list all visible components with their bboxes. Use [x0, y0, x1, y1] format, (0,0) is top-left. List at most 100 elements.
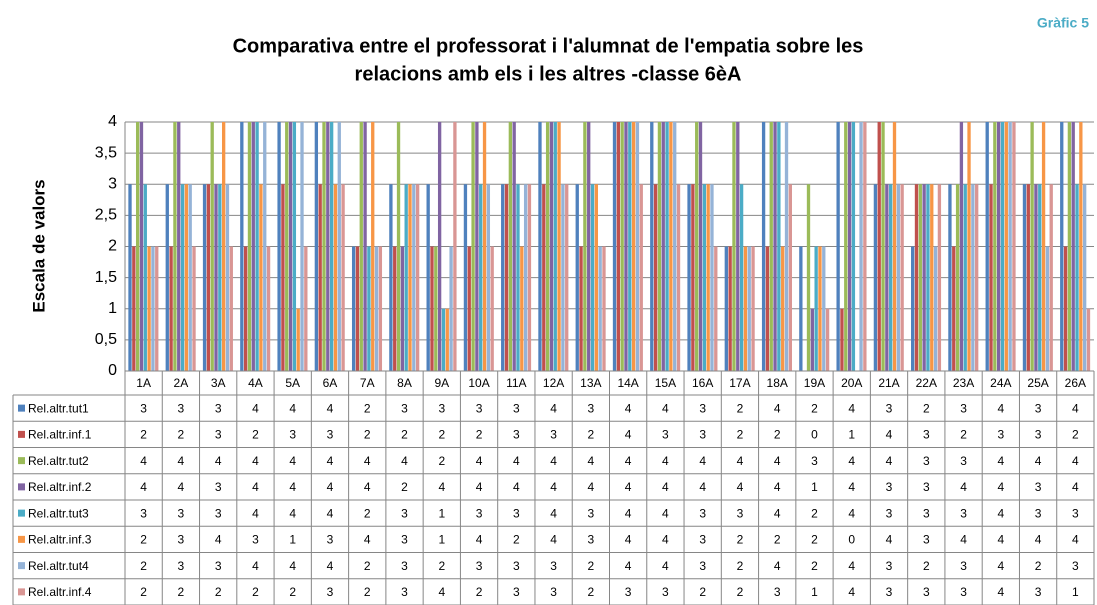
table-cell: 1: [438, 506, 445, 520]
bar: [695, 122, 699, 371]
bar: [557, 122, 561, 371]
bar: [475, 122, 479, 371]
table-cell: 3: [923, 585, 930, 599]
bar: [221, 122, 226, 371]
bar: [777, 122, 781, 371]
table-cell: 3: [438, 401, 445, 415]
table-cell: 4: [140, 480, 147, 494]
table-cell: 3: [588, 401, 595, 415]
bar: [859, 122, 863, 371]
bar: [565, 184, 569, 371]
table-cell: 4: [327, 401, 334, 415]
table-cell: 4: [997, 585, 1004, 599]
bar: [243, 246, 248, 371]
bar: [624, 122, 628, 371]
table-cell: 4: [997, 559, 1004, 573]
table-cell: 2: [401, 428, 408, 442]
table-cell: 4: [848, 480, 855, 494]
table-cell: 3: [178, 506, 185, 520]
table-cell: 3: [401, 559, 408, 573]
bar: [575, 184, 579, 371]
bar: [896, 184, 900, 371]
bar: [1012, 122, 1016, 371]
table-cell: 3: [178, 401, 185, 415]
table-cell: 2: [960, 428, 967, 442]
table-cell: 2: [289, 585, 296, 599]
bar: [1034, 184, 1038, 371]
table-cell: 4: [215, 533, 222, 547]
table-cell: 2: [774, 533, 781, 547]
table-cell: 4: [625, 506, 632, 520]
table-cell: 4: [215, 454, 222, 468]
table-cell: 4: [848, 559, 855, 573]
bar: [892, 122, 897, 371]
table-cell: 2: [140, 428, 147, 442]
bar: [620, 122, 624, 371]
bar: [1060, 122, 1064, 371]
bar: [1086, 308, 1091, 371]
table-cell: 3: [1035, 506, 1042, 520]
bar: [710, 184, 714, 371]
chart-title: relacions amb els i les altres -classe 6…: [355, 63, 742, 85]
bar: [851, 122, 856, 371]
table-cell: 4: [364, 480, 371, 494]
bar: [844, 122, 848, 371]
bar: [847, 122, 852, 371]
table-cell: 4: [886, 533, 893, 547]
x-tick-label: 16A: [692, 376, 713, 390]
bar: [885, 184, 889, 371]
bar: [799, 246, 803, 371]
legend-swatch: [18, 509, 25, 517]
table-cell: 2: [476, 428, 483, 442]
table-cell: 3: [327, 585, 334, 599]
table-cell: 2: [1072, 428, 1079, 442]
table-cell: 3: [960, 401, 967, 415]
table-cell: 4: [625, 533, 632, 547]
table-cell: 3: [811, 454, 818, 468]
table-cell: 3: [215, 506, 222, 520]
table-cell: 4: [588, 480, 595, 494]
bar: [840, 308, 844, 371]
table-cell: 3: [886, 585, 893, 599]
bar: [1075, 184, 1079, 371]
table-cell: 4: [476, 480, 483, 494]
table-cell: 3: [662, 428, 669, 442]
bar: [463, 184, 468, 371]
table-cell: 3: [550, 585, 557, 599]
bar: [449, 246, 453, 371]
table-cell: 3: [997, 428, 1004, 442]
bar: [318, 184, 322, 371]
bar: [527, 184, 532, 371]
bar: [139, 122, 144, 371]
table-cell: 4: [848, 506, 855, 520]
bar: [914, 184, 919, 371]
bar: [251, 122, 255, 371]
bar: [218, 184, 222, 371]
bar: [333, 184, 338, 371]
legend-swatch: [18, 562, 25, 570]
bar: [594, 184, 599, 371]
x-tick-label: 10A: [468, 376, 489, 390]
table-cell: 3: [699, 533, 706, 547]
table-cell: 2: [140, 559, 147, 573]
bar: [959, 122, 964, 371]
table-cell: 4: [662, 559, 669, 573]
table-cell: 3: [774, 585, 781, 599]
bar: [285, 122, 289, 371]
table-cell: 2: [364, 428, 371, 442]
x-tick-label: 12A: [543, 376, 564, 390]
table-cell: 3: [588, 533, 595, 547]
table-cell: 1: [811, 585, 818, 599]
table-cell: 4: [625, 454, 632, 468]
table-cell: 4: [252, 401, 259, 415]
bar: [210, 122, 214, 371]
table-cell: 2: [178, 428, 185, 442]
bar: [393, 246, 397, 371]
x-tick-label: 11A: [506, 376, 526, 390]
table-cell: 3: [699, 559, 706, 573]
bar: [761, 122, 766, 371]
bar: [933, 246, 938, 371]
bar: [989, 184, 993, 371]
table-cell: 2: [364, 559, 371, 573]
y-tick-label: 3: [108, 175, 117, 192]
